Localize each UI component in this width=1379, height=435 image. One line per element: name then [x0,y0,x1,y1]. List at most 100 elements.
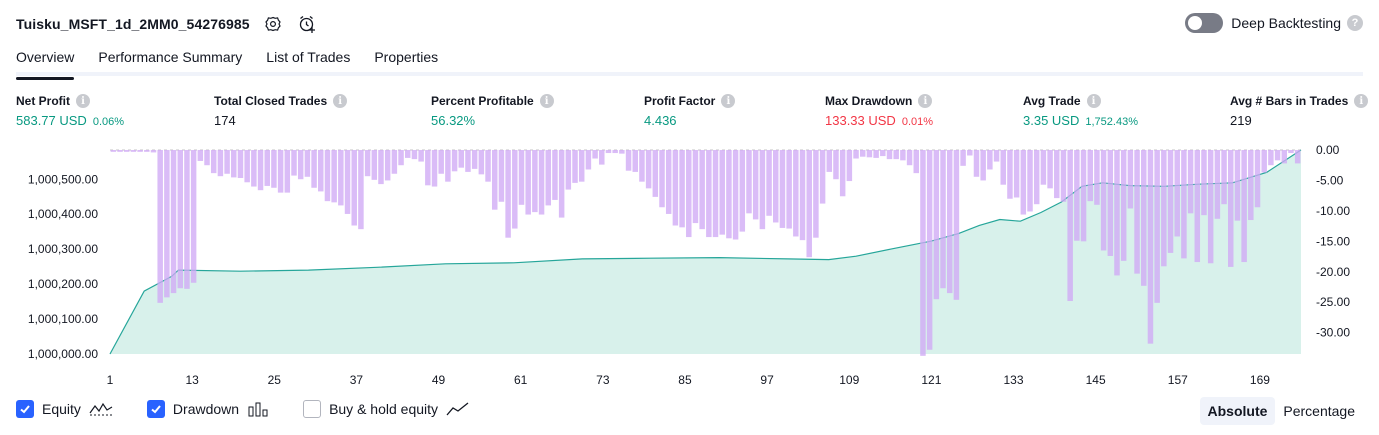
drawdown-bar [150,150,157,153]
drawdown-bar [880,150,886,157]
drawdown-bar [1294,150,1301,164]
info-icon[interactable]: i [1086,94,1101,108]
metric-total-closed-trades: Total Closed Trades i 174 [214,94,348,128]
drawdown-bar [572,150,578,183]
y-right-tick-label: 0.00 [1316,143,1340,157]
equity-drawdown-chart[interactable]: 1,000,000.00 1,000,100.00 1,000,200.00 1,00… [0,140,1379,390]
legend-drawdown[interactable]: Drawdown [146,400,269,418]
metric-value: 56.32% [431,113,476,128]
y-left-tick-label: 1,000,200.00 [28,277,98,291]
drawdown-bar [1127,150,1134,209]
settings-icon[interactable] [262,13,284,35]
metric-percent: 1,752.43% [1085,116,1138,128]
drawdown-bar [164,150,170,298]
drawdown-bar [1027,150,1033,212]
metric-net-profit: Net Profit i 583.77 USD 0.06% [16,94,124,128]
chart-legend: Equity Drawdown Buy & hold equity [16,400,504,418]
tab-overview[interactable]: Overview [16,44,75,80]
percentage-button[interactable]: Percentage [1283,403,1355,419]
drawdown-bar [1094,150,1100,205]
drawdown-bar [859,150,866,157]
drawdown-bar [291,150,297,176]
tab-list-of-trades[interactable]: List of Trades [266,49,351,65]
y-right-tick-label: -20.00 [1316,265,1350,279]
add-alert-icon[interactable] [296,13,318,35]
tab-properties[interactable]: Properties [374,49,439,65]
drawdown-bar [471,150,478,169]
drawdown-bar [1248,150,1254,221]
tab-performance-summary[interactable]: Performance Summary [98,49,243,65]
drawdown-bar [1207,150,1214,264]
info-icon[interactable]: i [539,94,554,108]
info-icon[interactable]: i [721,94,736,108]
drawdown-bars-icon [247,401,269,417]
drawdown-bar [491,150,498,210]
y-right-tick-label: -5.00 [1316,173,1344,187]
metric-percent: 0.06% [92,116,125,128]
drawdown-bar [893,150,899,160]
drawdown-bar [565,150,572,190]
drawdown-bar [746,150,752,214]
legend-equity[interactable]: Equity [16,400,113,418]
drawdown-bar [1254,150,1261,208]
drawdown-bar [538,150,545,215]
drawdown-bar [1201,150,1207,216]
deep-backtesting-toggle[interactable] [1185,13,1224,33]
y-right-tick-label: -25.00 [1316,295,1350,309]
y-left-tick-label: 1,000,000.00 [28,347,98,361]
metric-label: Avg Trade [1023,94,1081,108]
drawdown-bar [1047,150,1053,189]
drawdown-bar [1174,150,1180,237]
absolute-button[interactable]: Absolute [1199,397,1276,425]
drawdown-bar [1187,150,1194,214]
drawdown-bar [304,150,311,177]
legend-buy-hold-label: Buy & hold equity [329,401,439,417]
info-icon[interactable]: i [918,94,933,108]
drawdown-bar [967,150,973,156]
drawdown-bar [913,150,920,174]
drawdown-bar [839,150,846,197]
metric-value: 174 [214,113,236,128]
drawdown-bar [886,150,893,160]
drawdown-bar [552,150,558,200]
drawdown-bar [405,150,411,158]
legend-buy-hold-equity[interactable]: Buy & hold equity [303,400,470,418]
equity-checkbox[interactable] [16,400,34,418]
x-tick-label: 133 [1004,373,1024,387]
y-left-tick-label: 1,000,100.00 [28,312,98,326]
x-tick-label: 37 [350,373,364,387]
buy-hold-checkbox[interactable] [303,400,322,418]
drawdown-bar [532,150,538,213]
metric-avg-trade: Avg Trade i 3.35 USD 1,752.43% [1023,94,1138,128]
strategy-header: Tuisku_MSFT_1d_2MM0_54276985 [16,12,318,36]
drawdown-bar [170,150,177,294]
metric-label: Max Drawdown [825,94,913,108]
legend-equity-label: Equity [42,401,81,417]
drawdown-bar [686,150,692,238]
drawdown-bar [358,150,364,230]
question-icon[interactable]: ? [1347,15,1363,31]
drawdown-checkbox[interactable] [146,400,165,418]
drawdown-bar [237,150,244,179]
metric-value: 133.33 USD [825,113,896,128]
drawdown-bar [257,150,264,191]
drawdown-bar [371,150,378,180]
y-right-tick-label: -15.00 [1316,234,1350,248]
info-icon[interactable]: i [1354,94,1369,108]
metric-label: Percent Profitable [431,94,534,108]
drawdown-bar [793,150,799,237]
drawdown-bar [458,150,465,168]
x-tick-label: 73 [596,373,610,387]
drawdown-bar [384,150,391,181]
metric-avg-bars-in-trades: Avg # Bars in Trades i 219 [1230,94,1369,128]
drawdown-bar [953,150,960,300]
drawdown-bar [505,150,511,238]
drawdown-bar [110,150,117,152]
drawdown-bar [1167,150,1174,253]
metric-label: Profit Factor [644,94,716,108]
info-icon[interactable]: i [333,94,348,108]
drawdown-bar [665,150,672,214]
drawdown-bar [398,150,404,166]
drawdown-bar [819,150,826,204]
info-icon[interactable]: i [76,94,90,108]
